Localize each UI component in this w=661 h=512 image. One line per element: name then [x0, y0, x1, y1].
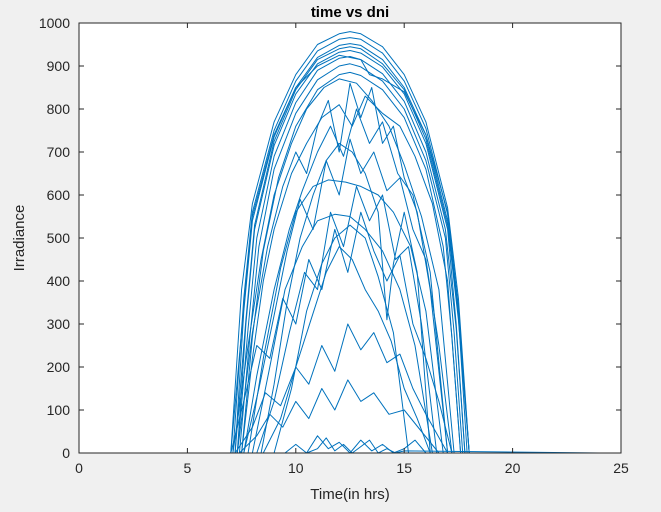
series-line-18	[79, 211, 600, 454]
series-line-25	[79, 78, 600, 454]
series-layer	[79, 31, 600, 454]
series-line-17	[79, 246, 600, 454]
y-tick-label: 100	[47, 402, 71, 418]
ticks-layer: 0 5 10 15 20 25 0 100 200 300 400 500 600 700 800 900 10…	[39, 15, 629, 476]
x-tick-label: 15	[396, 460, 412, 476]
series-line-24	[79, 142, 600, 454]
series-line-1	[79, 31, 600, 454]
y-tick-label: 500	[47, 230, 71, 246]
x-axis-label: Time(in hrs)	[310, 486, 389, 503]
series-line-21	[79, 435, 600, 454]
x-tick-label: 20	[505, 460, 521, 476]
x-tick-label: 25	[613, 460, 629, 476]
series-line-22	[79, 437, 600, 454]
x-tick-label: 5	[184, 460, 192, 476]
y-tick-label: 200	[47, 359, 71, 375]
series-line-5	[79, 56, 600, 454]
series-line-9	[79, 54, 600, 454]
series-line-20	[79, 379, 600, 454]
series-line-13	[79, 213, 600, 454]
y-tick-label: 600	[47, 187, 71, 203]
series-line-15	[79, 138, 600, 454]
y-tick-label: 900	[47, 58, 71, 74]
series-line-19	[79, 323, 600, 454]
y-tick-label: 400	[47, 273, 71, 289]
y-tick-label: 0	[62, 445, 70, 461]
series-line-23	[79, 82, 600, 454]
x-tick-label: 10	[288, 460, 304, 476]
series-line-16	[79, 185, 600, 454]
axes-background	[79, 23, 621, 453]
series-line-12	[79, 179, 600, 454]
series-line-7	[79, 71, 600, 454]
y-tick-label: 1000	[39, 15, 70, 31]
chart-title: time vs dni	[311, 4, 389, 21]
y-tick-label: 300	[47, 316, 71, 332]
x-tick-label: 0	[75, 460, 83, 476]
series-line-14	[79, 224, 600, 454]
series-line-10	[79, 95, 600, 454]
y-tick-label: 700	[47, 144, 71, 160]
y-tick-label: 800	[47, 101, 71, 117]
series-line-8	[79, 46, 600, 454]
series-line-6	[79, 63, 600, 454]
y-axis-label: Irradiance	[11, 205, 28, 272]
